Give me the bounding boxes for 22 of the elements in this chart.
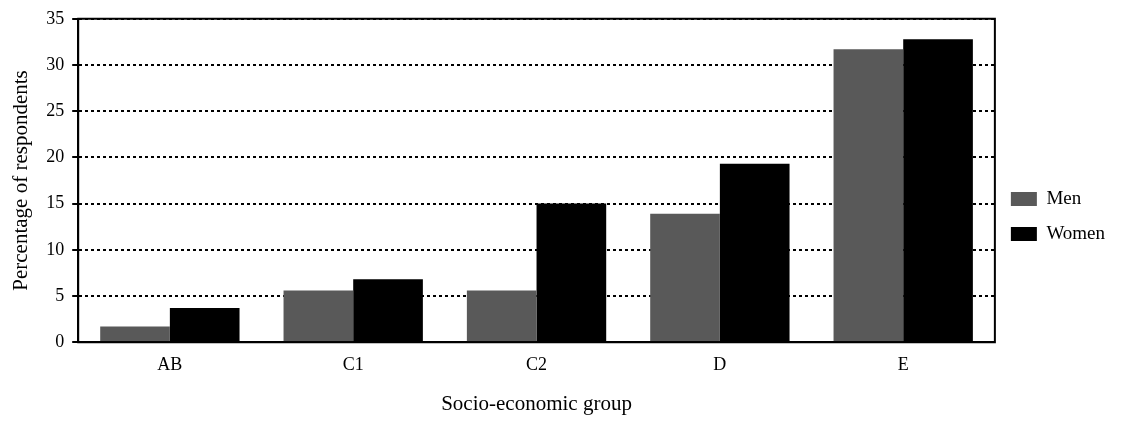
x-tick-label: E [897,353,909,374]
x-tick-label: C2 [526,353,548,374]
y-tick-label: 0 [55,330,65,351]
x-axis-title: Socio-economic group [441,390,632,415]
bar [100,326,170,342]
y-tick-label: 5 [55,284,65,305]
bar [283,290,354,342]
y-tick-label: 15 [46,192,65,213]
y-axis-title: Percentage of respondents [8,70,33,291]
legend-label: Women [1046,221,1106,243]
bar [466,290,537,342]
legend-label: Men [1046,186,1082,208]
x-tick-label: AB [157,353,183,374]
y-tick-label: 10 [46,238,65,259]
y-tick-label: 35 [46,7,65,28]
bar [650,213,720,342]
y-tick-label: 25 [46,99,65,120]
x-tick-label: D [713,353,727,374]
bar [833,49,904,342]
x-tick-label: C1 [342,353,364,374]
y-tick-label: 30 [46,53,65,74]
y-tick-label: 20 [46,146,65,167]
